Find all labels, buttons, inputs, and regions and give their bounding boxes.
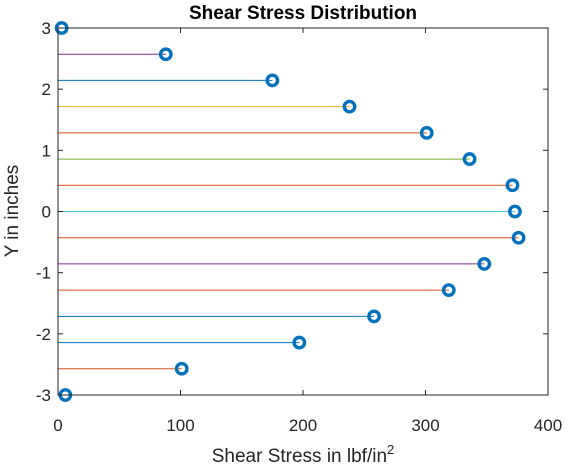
x-tick-label: 100: [166, 416, 194, 435]
data-point: [511, 230, 526, 245]
x-axis-label-superscript: 2: [387, 442, 394, 457]
x-tick-label: 400: [534, 416, 562, 435]
data-point: [342, 99, 357, 114]
x-axis-ticks: 0 100 200 300 400: [53, 28, 562, 435]
x-axis-label: Shear Stress in lbf/in2: [212, 442, 395, 465]
data-point: [174, 361, 189, 376]
y-tick-label: -2: [36, 325, 51, 344]
data-point: [292, 335, 307, 350]
data-point: [462, 152, 477, 166]
data-point: [477, 257, 492, 271]
y-tick-label: 2: [42, 80, 51, 99]
data-point: [419, 125, 434, 140]
y-tick-label: -1: [36, 264, 51, 283]
x-tick-label: 300: [411, 416, 439, 435]
y-tick-label: 0: [42, 203, 51, 222]
stress-lines: [58, 27, 519, 396]
data-point: [505, 178, 520, 193]
data-point: [441, 283, 456, 298]
x-tick-label: 0: [53, 416, 62, 435]
data-points: [54, 21, 526, 402]
chart-title: Shear Stress Distribution: [189, 3, 417, 24]
data-point: [367, 309, 381, 324]
data-point: [158, 47, 173, 62]
y-axis-label: Y in inches: [2, 165, 23, 258]
y-tick-label: 1: [42, 141, 51, 160]
data-point: [265, 73, 280, 88]
data-point: [508, 204, 522, 219]
y-axis-ticks: -3 -2 -1 0 1 2 3: [36, 19, 548, 405]
y-tick-label: -3: [36, 386, 51, 405]
x-tick-label: 200: [289, 416, 317, 435]
y-tick-label: 3: [42, 19, 51, 38]
